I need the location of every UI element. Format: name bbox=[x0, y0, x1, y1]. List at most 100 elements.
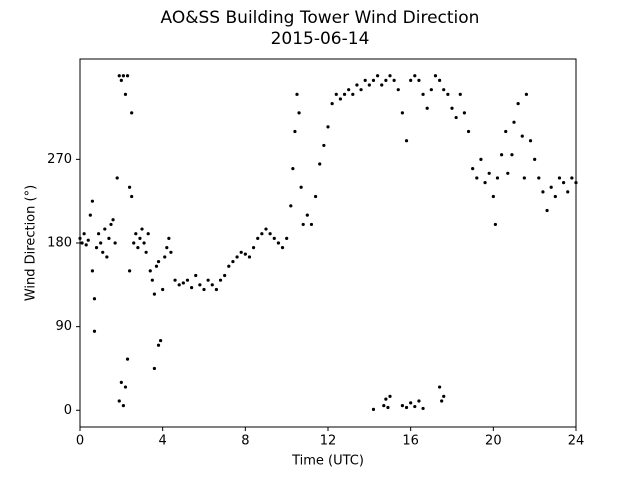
point bbox=[256, 236, 260, 240]
point bbox=[371, 78, 376, 82]
point bbox=[80, 241, 84, 245]
point bbox=[154, 264, 159, 268]
point bbox=[318, 162, 322, 166]
point bbox=[338, 97, 342, 101]
point bbox=[512, 120, 516, 124]
point bbox=[438, 385, 442, 389]
point bbox=[82, 232, 86, 236]
point bbox=[446, 92, 450, 96]
point bbox=[128, 185, 132, 189]
point bbox=[125, 74, 130, 78]
point bbox=[421, 406, 425, 411]
y-tick-label: 0 bbox=[64, 403, 72, 418]
point bbox=[173, 278, 177, 282]
point bbox=[471, 167, 475, 171]
point bbox=[545, 208, 549, 213]
point bbox=[293, 129, 297, 134]
point bbox=[295, 92, 299, 96]
chart-subtitle: 2015-06-14 bbox=[271, 29, 370, 49]
x-tick-label: 24 bbox=[568, 434, 585, 449]
point bbox=[450, 106, 454, 110]
point bbox=[140, 227, 144, 231]
point bbox=[314, 194, 318, 199]
point bbox=[541, 190, 545, 194]
point bbox=[557, 176, 562, 180]
point bbox=[475, 176, 479, 180]
point bbox=[520, 134, 524, 138]
point bbox=[92, 297, 97, 301]
point bbox=[506, 171, 510, 175]
point bbox=[384, 78, 388, 82]
point bbox=[156, 259, 161, 264]
point bbox=[533, 157, 537, 161]
point bbox=[466, 129, 471, 134]
point bbox=[322, 143, 326, 148]
point bbox=[500, 153, 504, 157]
point bbox=[334, 92, 338, 96]
point bbox=[433, 74, 438, 78]
point bbox=[86, 238, 90, 242]
point bbox=[570, 176, 574, 180]
point bbox=[493, 222, 497, 227]
point bbox=[136, 246, 140, 250]
point bbox=[144, 250, 148, 254]
point bbox=[123, 92, 128, 96]
point bbox=[305, 213, 309, 217]
point bbox=[371, 407, 376, 411]
point bbox=[132, 241, 136, 245]
y-tick-label: 270 bbox=[47, 152, 72, 167]
point bbox=[239, 250, 243, 254]
point bbox=[285, 236, 289, 240]
point bbox=[101, 250, 105, 254]
point bbox=[92, 329, 97, 333]
x-axis-label: Time (UTC) bbox=[291, 454, 364, 469]
point bbox=[400, 404, 404, 408]
point bbox=[289, 204, 293, 208]
point bbox=[231, 259, 235, 264]
point bbox=[510, 153, 514, 157]
point bbox=[351, 92, 355, 96]
point bbox=[121, 404, 125, 408]
point bbox=[88, 213, 92, 217]
point bbox=[429, 88, 433, 92]
point bbox=[330, 102, 334, 106]
point bbox=[181, 281, 185, 285]
point bbox=[206, 278, 210, 282]
point bbox=[130, 194, 134, 199]
point bbox=[167, 236, 171, 240]
point bbox=[363, 78, 367, 82]
point bbox=[169, 250, 173, 254]
point bbox=[462, 111, 466, 115]
point bbox=[440, 399, 444, 403]
point bbox=[404, 405, 409, 410]
point bbox=[165, 246, 169, 250]
point bbox=[185, 278, 190, 282]
point bbox=[380, 83, 384, 87]
point bbox=[243, 252, 247, 256]
point bbox=[107, 236, 111, 240]
point bbox=[113, 241, 117, 245]
point bbox=[264, 227, 268, 231]
chart-title: AO&SS Building Tower Wind Direction bbox=[161, 8, 480, 28]
point bbox=[413, 404, 417, 409]
point bbox=[382, 404, 386, 408]
point bbox=[376, 74, 380, 78]
point bbox=[458, 92, 462, 96]
point bbox=[159, 338, 163, 343]
point bbox=[252, 246, 256, 250]
point bbox=[359, 88, 363, 92]
point bbox=[409, 401, 413, 405]
x-tick-label: 20 bbox=[485, 434, 502, 449]
point bbox=[119, 78, 123, 82]
point bbox=[562, 180, 566, 185]
point bbox=[553, 194, 557, 199]
point bbox=[516, 102, 520, 106]
point bbox=[417, 78, 421, 82]
point bbox=[130, 111, 134, 115]
point bbox=[260, 232, 264, 236]
point bbox=[119, 380, 123, 384]
x-tick-label: 8 bbox=[241, 434, 249, 449]
point bbox=[442, 394, 446, 398]
y-axis-label: Wind Direction (°) bbox=[24, 185, 39, 301]
point bbox=[417, 399, 421, 403]
